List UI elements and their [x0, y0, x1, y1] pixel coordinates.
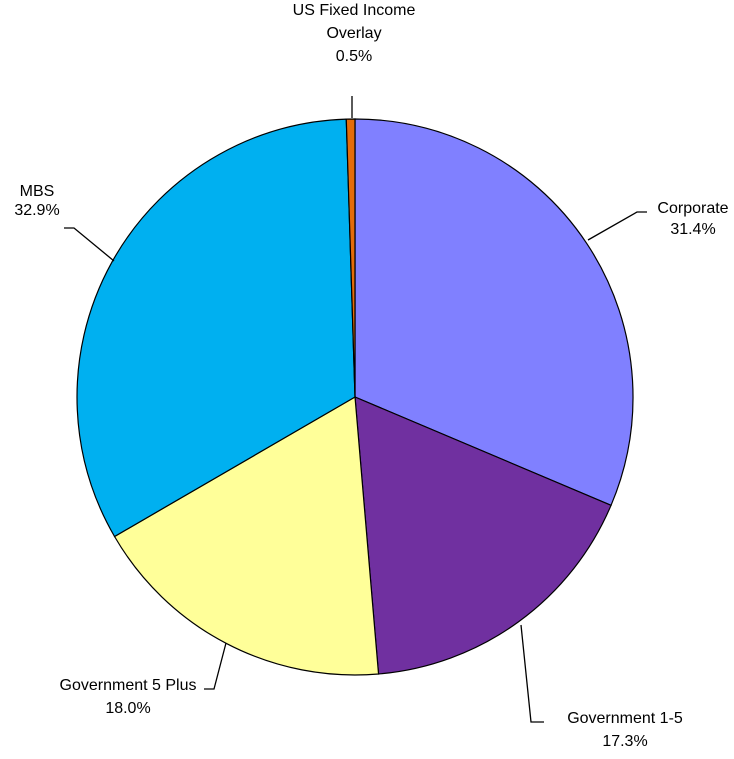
- slice-name-label: US Fixed Income: [293, 2, 416, 19]
- slice-label: Government 5 Plus 18.0%: [60, 677, 197, 717]
- pie-slice-us-fixed-income-overlay: [345, 118, 356, 398]
- slice-value-label: 0.5%: [336, 48, 372, 65]
- slice-name-label: Government 1-5: [567, 710, 683, 727]
- leader-line: [204, 642, 227, 690]
- pie-slice-mbs: [76, 118, 356, 538]
- slice-value-label: 31.4%: [670, 221, 715, 238]
- slice-name-label: MBS: [20, 183, 55, 200]
- slice-label: Government 1-5 17.3%: [567, 710, 683, 750]
- pie-slice-corporate: [354, 118, 634, 507]
- slice-name-label: Corporate: [657, 200, 728, 217]
- slice-name-label: Overlay: [326, 25, 381, 42]
- slice-name-label: Government 5 Plus: [60, 677, 197, 694]
- pie-slice-government-1-5: [354, 396, 612, 675]
- leader-line: [64, 227, 115, 262]
- leader-line: [587, 211, 647, 241]
- slice-value-label: 18.0%: [105, 700, 150, 717]
- slice-label: Corporate 31.4%: [657, 200, 728, 238]
- leader-lines: [64, 96, 647, 723]
- pie-slices: [76, 118, 634, 676]
- pie-slice-government-5-plus: [113, 396, 380, 676]
- leader-line: [520, 624, 544, 723]
- slice-label: MBS 32.9%: [14, 183, 59, 219]
- slice-label: US Fixed Income Overlay 0.5%: [293, 2, 416, 65]
- slice-labels: Corporate 31.4%Government 1-5 17.3%Governm…: [14, 2, 728, 750]
- slice-value-label: 17.3%: [602, 733, 647, 750]
- slice-value-label: 32.9%: [14, 202, 59, 219]
